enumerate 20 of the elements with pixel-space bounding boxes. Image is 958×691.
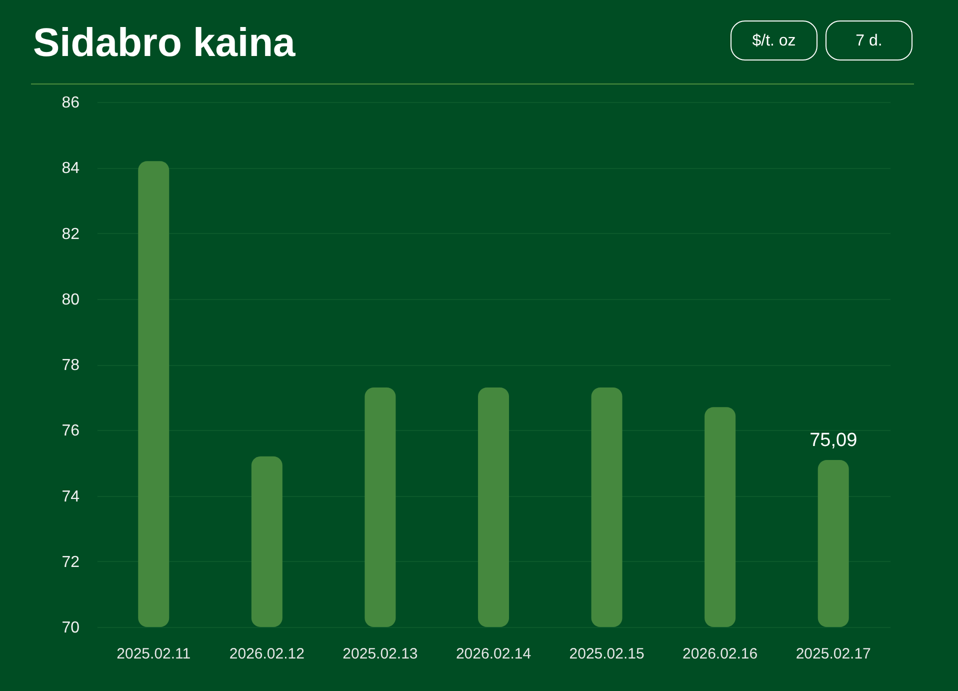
y-tick-label: 80 [62, 291, 80, 308]
data-label: 75,09 [810, 430, 858, 451]
x-tick-label: 2026.02.14 [456, 646, 532, 662]
y-tick-label: 78 [62, 357, 80, 374]
y-tick-label: 74 [62, 488, 80, 506]
x-tick-label: 2025.02.15 [569, 646, 644, 662]
y-tick-label: 70 [62, 620, 80, 636]
x-tick-label: 2025.02.11 [116, 646, 191, 662]
x-tick-label: 2025.02.17 [796, 646, 871, 662]
x-tick-label: 2026.02.16 [682, 646, 758, 662]
text: $/t. oz [752, 32, 796, 50]
y-tick-label: 82 [62, 226, 80, 243]
x-tick-label: 2026.02.12 [229, 646, 304, 662]
chart-title: Sidabro kaina [33, 21, 296, 65]
y-tick-label: 86 [62, 94, 80, 112]
y-tick-label: 84 [62, 160, 80, 178]
text: 7 d. [856, 32, 882, 50]
y-tick-label: 76 [62, 422, 80, 440]
x-tick-label: 2025.02.13 [342, 646, 418, 662]
y-tick-label: 72 [62, 554, 80, 571]
